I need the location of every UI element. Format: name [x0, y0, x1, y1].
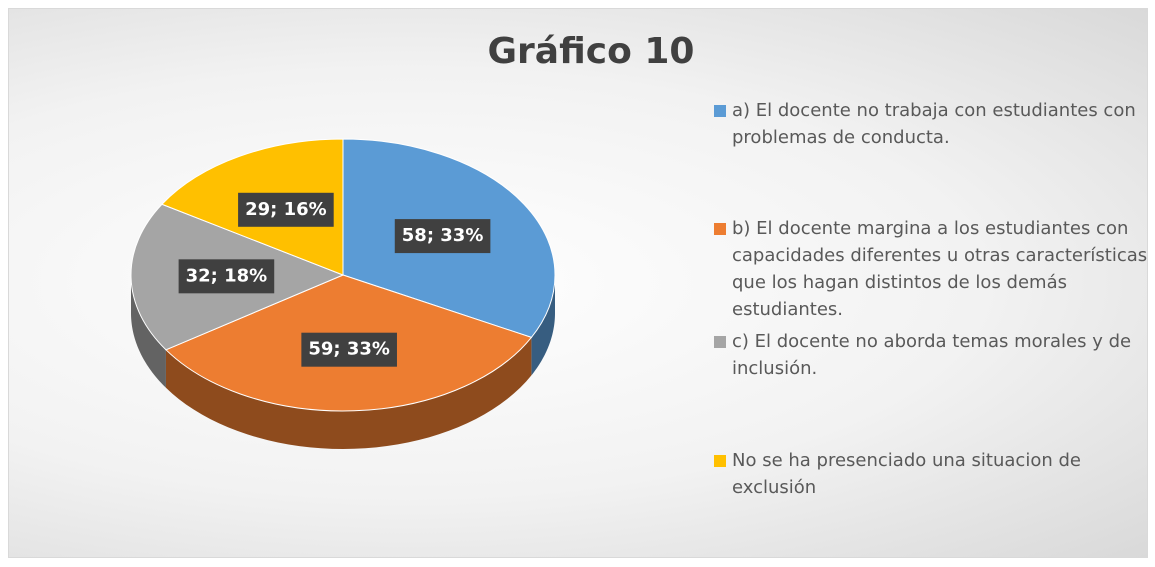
legend-label: b) El docente margina a los estudiantes …	[732, 218, 1148, 320]
legend-item: a) El docente no trabaja con estudiantes…	[714, 97, 1152, 151]
legend-item: b) El docente margina a los estudiantes …	[714, 215, 1152, 323]
data-label-box	[394, 219, 491, 254]
chart-title: Gráfico 10	[488, 31, 695, 72]
legend-label: c) El docente no aborda temas morales y …	[732, 331, 1132, 379]
legend-item: No se ha presenciado una situacion de ex…	[714, 447, 1152, 501]
data-label-box	[301, 332, 397, 367]
chart-area: Gráfico 10 58; 33% 59; 33% 32; 18% 29; 16% …	[8, 8, 1148, 558]
data-label-box	[238, 192, 334, 227]
legend-item: c) El docente no aborda temas morales y …	[714, 328, 1152, 382]
data-label: 32; 18%	[186, 265, 268, 286]
legend-swatch	[714, 105, 726, 117]
data-label: 59; 33%	[308, 339, 390, 360]
data-label-box	[178, 259, 275, 294]
chart: Gráfico 10 58; 33% 59; 33% 32; 18% 29; 16%	[130, 31, 695, 449]
data-label: 29; 16%	[245, 199, 327, 220]
slice-side	[531, 275, 555, 376]
legend-swatch	[714, 223, 726, 235]
legend-label: No se ha presenciado una situacion de ex…	[732, 450, 1081, 498]
data-label: 58; 33%	[402, 225, 484, 246]
slice-side	[131, 275, 166, 388]
legend-swatch	[714, 455, 726, 467]
legend-swatch	[714, 336, 726, 348]
legend-label: a) El docente no trabaja con estudiantes…	[732, 100, 1136, 148]
slice-side	[165, 337, 532, 449]
